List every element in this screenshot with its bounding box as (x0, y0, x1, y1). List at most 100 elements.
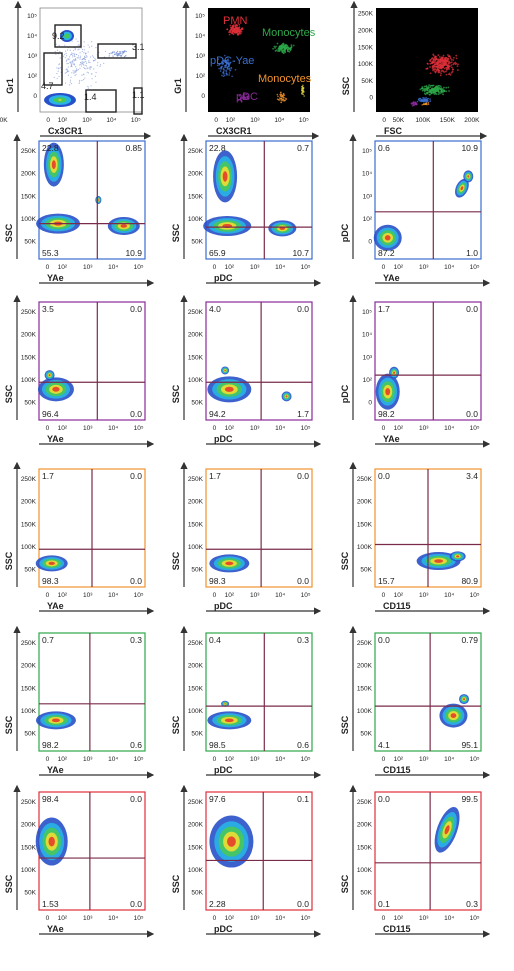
cd115-events-dot (301, 85, 303, 88)
cd115-events (300, 84, 305, 97)
background-events-dot (85, 62, 88, 64)
monocyte-green-events-dot (292, 44, 295, 47)
background-events-dot (75, 71, 77, 73)
plot-r2c1-y-label: SSC (4, 384, 14, 403)
monocyte-orange-events-dot (280, 93, 282, 96)
monocyte-cluster-dots-dot (118, 51, 121, 53)
plot-panel-row5-col1: 98.4 0.0 1.53 0.0 SSC YAe 0 10² 10³ 10⁴ 10⁵ 50K 100K… (4, 784, 155, 938)
background-events-dot (88, 46, 91, 48)
plot-r4c1-x-tick: 0 (46, 756, 50, 763)
pmn-events-dot (228, 29, 231, 32)
plot-r4c3-y-tick: 150K (357, 685, 373, 692)
plot-r3c3-x-tick: 0 (382, 592, 386, 599)
pdc-yae-events-dot (227, 63, 229, 66)
density-population (221, 366, 230, 375)
panel-frame-purple (205, 301, 313, 421)
fsc-ssc-green-events-dot (435, 89, 438, 92)
label-pmn: PMN (223, 15, 248, 27)
quadrant-lower-left-percent: 98.3 (42, 576, 59, 586)
fsc-ssc-green-events-dot (440, 90, 443, 92)
cd115-events-dot (302, 89, 304, 92)
top-panel-3-y-tick: 100K (358, 61, 374, 68)
background-events-dot (75, 73, 77, 76)
quadrant-lower-left-percent: 98.2 (42, 740, 59, 750)
background-events-dot (66, 63, 68, 65)
fsc-ssc-red-events-dot (443, 58, 446, 60)
plot-r4c1-x-tick: 10² (58, 756, 68, 763)
plot-r5c3-x-label: CD115 (383, 924, 411, 934)
pdc-yae-events-dot (233, 60, 236, 63)
fsc-ssc-green-events-dot (429, 84, 432, 87)
plot-r5c1-x-tick: 10⁵ (134, 915, 144, 922)
plot-r5c3-y-label: SSC (340, 874, 350, 893)
background-events-dot (83, 52, 85, 54)
pmn-events-dot (241, 27, 244, 30)
plot-r3c1-y-tick: 200K (21, 499, 37, 506)
plot-r3c1-y-label: SSC (4, 551, 14, 570)
plot-r1c3-y-label: pDC (340, 223, 350, 242)
density-population (459, 694, 470, 705)
fsc-ssc-red-events-dot (431, 67, 434, 70)
plot-r1c3-x-tick: 0 (382, 264, 386, 271)
top-panel-3-y-tick: 200K (358, 28, 374, 35)
density-population (268, 220, 297, 237)
plot-r5c3-y-tick: 200K (357, 822, 373, 829)
plot-r5c3-x-tick: 10³ (419, 915, 429, 922)
density-population (375, 373, 400, 410)
plot-r1c1-y-tick: 250K (21, 148, 37, 155)
background-events-dot (85, 60, 87, 63)
plot-r3c2-x-tick: 0 (213, 592, 217, 599)
background-events-dot (92, 60, 95, 62)
background-events-dot (90, 85, 92, 87)
cd115-events-dot (303, 95, 305, 97)
top-panel-3-y-label: SSC (341, 76, 351, 95)
background-events-dot (70, 53, 73, 56)
top-panel-population-overlay: PMNMonocytespDC-YaeMonocytespDCGr1CX3CR1… (173, 0, 320, 140)
background-events-dot (70, 64, 73, 67)
fsc-ssc-green-events-dot (430, 90, 433, 92)
monocyte-cluster-dots-dot (121, 53, 123, 55)
pmn-events-dot (238, 26, 241, 29)
background-events-dot (70, 61, 72, 63)
pdc-yae-events-dot (229, 62, 232, 64)
quadrant-upper-left-percent: 22.8 (42, 143, 59, 153)
pdc-yae-events-dot (226, 56, 229, 58)
monocyte-orange-events-dot (280, 91, 282, 94)
fsc-ssc-red-events-dot (439, 61, 442, 64)
plot-r3c2-x-tick: 10² (225, 592, 235, 599)
background-events-dot (95, 47, 97, 49)
background-events-dot (94, 58, 96, 60)
fsc-ssc-green-events-dot (433, 88, 436, 91)
background-events-dot (53, 76, 55, 79)
background-events-dot (72, 60, 74, 62)
plot-r1c3-x-tick: 10⁴ (444, 264, 454, 271)
top-panel-3-black-background (376, 8, 478, 112)
density-population-level-4 (224, 386, 234, 392)
plot-r1c1-y-tick: 200K (21, 171, 37, 178)
background-events-dot (78, 82, 80, 84)
background-events-dot (75, 53, 78, 56)
plot-r4c3-y-label: SSC (340, 715, 350, 734)
plot-r2c1-x-tick: 10² (58, 425, 68, 432)
background-events-dot (78, 45, 81, 47)
plot-r5c2-x-tick: 10⁵ (301, 915, 311, 922)
background-events-dot (93, 68, 95, 70)
fsc-ssc-red-events-dot (449, 57, 452, 60)
background-events-dot (81, 79, 83, 82)
plot-panel-row5-col2: 97.6 0.1 2.28 0.0 SSC pDC 0 10² 10³ 10⁴ 10⁵ 50K 100K… (171, 784, 322, 938)
fsc-ssc-blue-events-dot (423, 100, 426, 103)
monocyte-cluster-dots-dot (119, 54, 121, 57)
plot-r4c1-x-tick: 10⁵ (134, 756, 144, 763)
top-panel-3-x-tick: 50K (393, 117, 405, 124)
plot-r1c3-y-tick: 10² (363, 216, 373, 223)
top-panel-1-x-label: Cx3CR1 (48, 126, 83, 136)
fsc-ssc-orange-events-dot (425, 102, 427, 105)
plot-r2c1-y-tick: 50K (24, 400, 36, 407)
fsc-ssc-red-events-dot (439, 66, 442, 68)
density-population-level-4 (467, 175, 470, 178)
plot-r4c1-y-tick: 100K (21, 708, 37, 715)
background-events-dot (103, 62, 105, 64)
quadrant-upper-left-percent: 0.0 (378, 794, 390, 804)
pdc-yae-events (216, 54, 237, 78)
density-population-level-4 (227, 836, 236, 847)
